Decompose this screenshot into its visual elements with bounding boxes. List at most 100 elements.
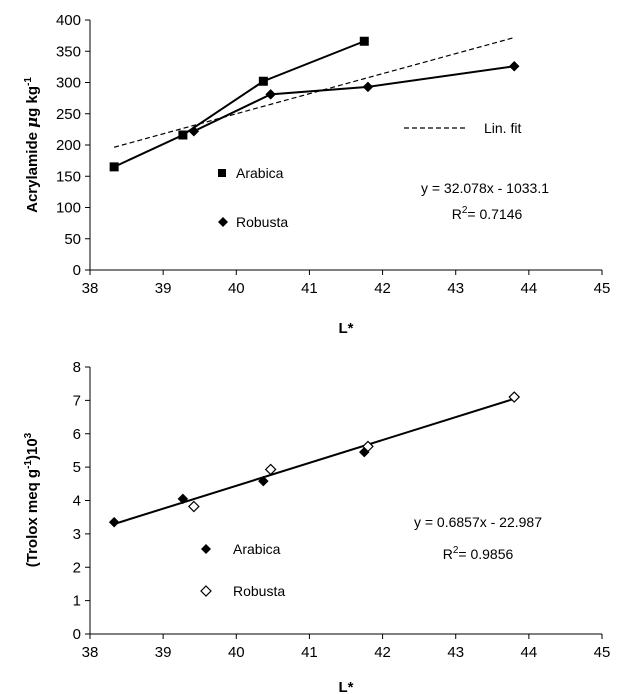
acrylamide-chart: 0 50 100 150 200 250 300 350 400 38 39 40 41 42 43 44 4…	[23, 12, 610, 337]
y-tick-label: 6	[73, 426, 81, 443]
y-tick-label: 350	[56, 43, 81, 60]
legend-arabica-marker	[201, 544, 211, 554]
robusta-point	[508, 391, 521, 403]
x-axis-title: L*	[339, 679, 354, 694]
robusta-point	[265, 89, 277, 100]
x-tick-label: 42	[374, 280, 391, 297]
robusta-points	[188, 391, 521, 513]
y-axis-title-mu: μ	[23, 117, 41, 128]
robusta-point	[188, 500, 200, 513]
y-tick-label: 5	[73, 459, 81, 476]
x-tick-label: 44	[521, 280, 538, 297]
fit-equation: y = 0.6857x - 22.987	[414, 514, 542, 530]
y-axis-title: Acrylamide μg kg-1	[23, 77, 41, 213]
x-tick-label: 38	[82, 644, 99, 661]
robusta-points	[188, 60, 520, 137]
y-tick-label: 2	[73, 559, 81, 576]
y-tick-label: 7	[73, 392, 81, 409]
y-tick-label: 200	[56, 137, 81, 154]
fit-r-squared: R2= 0.9856	[443, 545, 514, 562]
r2-value: = 0.9856	[458, 546, 513, 562]
robusta-point	[188, 125, 200, 137]
r2-value: = 0.7146	[467, 206, 522, 222]
y-tick-label: 400	[56, 12, 81, 29]
y-axis-title: (Trolox meq g-1)103	[23, 432, 41, 567]
y-tick-label: 150	[56, 168, 81, 185]
y-tick-label: 3	[73, 526, 81, 543]
r2-base: R	[452, 206, 462, 222]
arabica-point	[257, 475, 269, 487]
legend: Arabica Robusta	[200, 541, 285, 599]
y-tick-label: 300	[56, 75, 81, 92]
y-tick-label: 100	[56, 200, 81, 217]
x-tick-label: 41	[301, 644, 318, 661]
y-tick-label: 0	[73, 626, 81, 643]
legend-robusta-label: Robusta	[236, 214, 288, 230]
fit-annotation: y = 32.078x - 1033.1 R2= 0.7146	[421, 180, 549, 222]
r2-base: R	[443, 546, 453, 562]
x-tick-label: 45	[594, 644, 611, 661]
x-tick-label: 40	[228, 644, 245, 661]
y-tick-labels: 0 1 2 3 4 5 6 7 8	[73, 359, 81, 643]
arabica-points	[108, 446, 370, 528]
y-tick-label: 50	[64, 231, 81, 248]
y-axis-title-exponent: -1	[23, 77, 34, 86]
legend-fit-label: Lin. fit	[484, 120, 521, 136]
tick-marks	[85, 19, 603, 275]
y-tick-labels: 0 50 100 150 200 250 300 350 400	[56, 12, 81, 279]
robusta-point	[508, 60, 520, 72]
robusta-point	[264, 463, 277, 476]
y-axis-title-pre: (Trolox meq g	[24, 469, 41, 567]
plot-area	[89, 367, 602, 635]
x-tick-label: 40	[228, 280, 245, 297]
x-tick-labels: 38 39 40 41 42 43 44 45	[82, 280, 611, 297]
plot-area	[89, 20, 602, 271]
fit-annotation: y = 0.6857x - 22.987 R2= 0.9856	[414, 514, 542, 562]
y-tick-label: 250	[56, 106, 81, 123]
x-tick-label: 44	[521, 644, 538, 661]
legend-arabica-label: Arabica	[233, 541, 281, 557]
y-tick-label: 0	[73, 262, 81, 279]
legend-robusta-marker	[200, 585, 212, 597]
r2-exponent: 2	[462, 205, 468, 216]
robusta-line	[193, 65, 515, 133]
legend: Lin. fit Arabica Robusta	[218, 120, 521, 230]
arabica-point	[177, 493, 189, 505]
legend-arabica-marker	[218, 169, 226, 177]
y-tick-label: 4	[73, 493, 81, 510]
y-axis-title-exp1: -1	[23, 460, 34, 469]
x-tick-label: 39	[155, 644, 172, 661]
tick-marks	[85, 366, 603, 639]
x-tick-label: 39	[155, 280, 172, 297]
arabica-line	[113, 40, 365, 168]
fit-r-squared: R2= 0.7146	[452, 205, 523, 222]
arabica-point	[109, 162, 119, 172]
x-tick-labels: 38 39 40 41 42 43 44 45	[82, 644, 611, 661]
arabica-points	[109, 36, 369, 172]
y-tick-label: 8	[73, 359, 81, 376]
arabica-point	[108, 516, 120, 528]
linear-fit-line	[113, 36, 515, 148]
linear-fit-line	[113, 397, 515, 525]
x-tick-label: 43	[447, 644, 464, 661]
fit-equation: y = 32.078x - 1033.1	[421, 180, 549, 196]
robusta-point	[362, 440, 374, 453]
legend-robusta-marker	[218, 217, 228, 227]
arabica-point	[359, 36, 369, 46]
arabica-point	[178, 130, 188, 140]
x-tick-label: 43	[447, 280, 464, 297]
y-axis-title-mid: )10	[24, 438, 41, 460]
legend-robusta-label: Robusta	[233, 583, 285, 599]
y-tick-label: 1	[73, 593, 81, 610]
r2-exponent: 2	[453, 545, 459, 556]
x-axis-title: L*	[339, 320, 354, 337]
x-tick-label: 41	[301, 280, 318, 297]
arabica-point	[258, 76, 268, 86]
y-axis-title-exp2: 3	[23, 432, 34, 438]
x-tick-label: 38	[82, 280, 99, 297]
x-tick-label: 45	[594, 280, 611, 297]
legend-arabica-label: Arabica	[236, 165, 284, 181]
y-axis-title-unit: g kg	[24, 86, 41, 117]
